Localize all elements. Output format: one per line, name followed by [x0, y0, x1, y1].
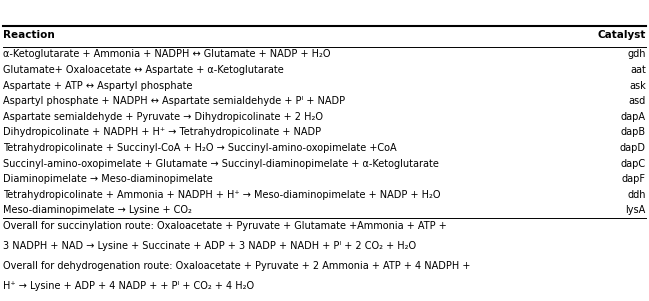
Text: Diaminopimelate → Meso-diaminopimelate: Diaminopimelate → Meso-diaminopimelate [3, 174, 213, 184]
Text: Reaction: Reaction [3, 29, 55, 40]
Text: lysA: lysA [626, 205, 646, 216]
Text: Meso-diaminopimelate → Lysine + CO₂: Meso-diaminopimelate → Lysine + CO₂ [3, 205, 192, 216]
Text: dapF: dapF [622, 174, 646, 184]
Text: Aspartate semialdehyde + Pyruvate → Dihydropicolinate + 2 H₂O: Aspartate semialdehyde + Pyruvate → Dihy… [3, 112, 323, 122]
Text: gdh: gdh [627, 49, 646, 60]
Text: Glutamate+ Oxaloacetate ↔ Aspartate + α-Ketoglutarate: Glutamate+ Oxaloacetate ↔ Aspartate + α-… [3, 65, 284, 75]
Text: α-Ketoglutarate + Ammonia + NADPH ↔ Glutamate + NADP + H₂O: α-Ketoglutarate + Ammonia + NADPH ↔ Glut… [3, 49, 331, 60]
Text: ask: ask [629, 81, 646, 91]
Text: dapC: dapC [620, 159, 646, 169]
Text: Aspartate + ATP ↔ Aspartyl phosphate: Aspartate + ATP ↔ Aspartyl phosphate [3, 81, 193, 91]
Text: Aspartyl phosphate + NADPH ↔ Aspartate semialdehyde + Pᴵ + NADP: Aspartyl phosphate + NADPH ↔ Aspartate s… [3, 96, 345, 106]
Text: ddh: ddh [627, 190, 646, 200]
Text: 3 NADPH + NAD → Lysine + Succinate + ADP + 3 NADP + NADH + Pᴵ + 2 CO₂ + H₂O: 3 NADPH + NAD → Lysine + Succinate + ADP… [3, 241, 417, 251]
Text: Overall for succinylation route: Oxaloacetate + Pyruvate + Glutamate +Ammonia + : Overall for succinylation route: Oxaloac… [3, 221, 447, 231]
Text: Tetrahydropicolinate + Succinyl-CoA + H₂O → Succinyl-amino-oxopimelate +CoA: Tetrahydropicolinate + Succinyl-CoA + H₂… [3, 143, 397, 153]
Text: Succinyl-amino-oxopimelate + Glutamate → Succinyl-diaminopimelate + α-Ketoglutar: Succinyl-amino-oxopimelate + Glutamate →… [3, 159, 439, 169]
Text: Catalyst: Catalyst [597, 29, 646, 40]
Text: dapA: dapA [620, 112, 646, 122]
Text: Tetrahydropicolinate + Ammonia + NADPH + H⁺ → Meso-diaminopimelate + NADP + H₂O: Tetrahydropicolinate + Ammonia + NADPH +… [3, 190, 441, 200]
Text: dapD: dapD [620, 143, 646, 153]
Text: aat: aat [630, 65, 646, 75]
Text: H⁺ → Lysine + ADP + 4 NADP + + Pᴵ + CO₂ + 4 H₂O: H⁺ → Lysine + ADP + 4 NADP + + Pᴵ + CO₂ … [3, 281, 254, 291]
Text: asd: asd [628, 96, 646, 106]
Text: Dihydropicolinate + NADPH + H⁺ → Tetrahydropicolinate + NADP: Dihydropicolinate + NADPH + H⁺ → Tetrahy… [3, 127, 321, 138]
Text: Overall for dehydrogenation route: Oxaloacetate + Pyruvate + 2 Ammonia + ATP + 4: Overall for dehydrogenation route: Oxalo… [3, 261, 471, 271]
Text: dapB: dapB [620, 127, 646, 138]
